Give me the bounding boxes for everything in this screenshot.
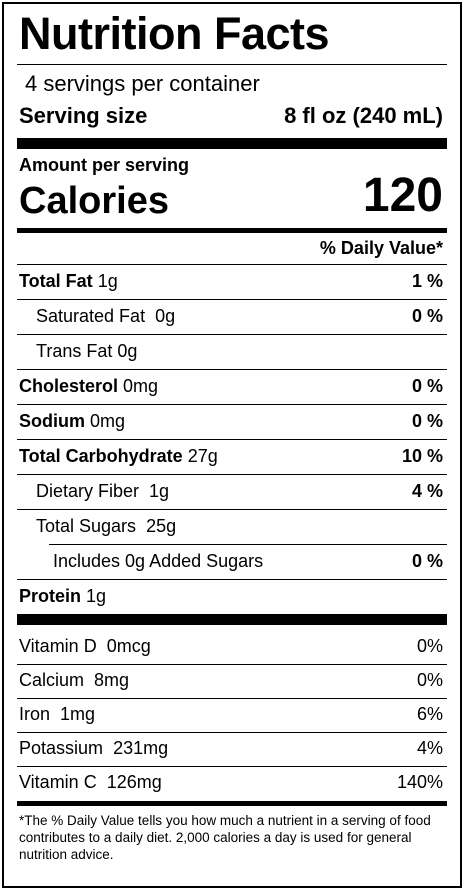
nutrient-name: Protein 1g — [19, 586, 107, 606]
vitamin-row-vitamin-c: Vitamin C 126mg 140% — [17, 766, 447, 800]
nutrient-row-added-sugars: Includes 0g Added Sugars 0 % — [17, 544, 447, 578]
vitamin-dv: 0% — [416, 670, 443, 690]
divider — [17, 404, 447, 405]
divider — [49, 544, 447, 545]
thick-divider — [17, 138, 447, 149]
nutrition-facts-label: Nutrition Facts 4 servings per container… — [2, 2, 462, 888]
amount-per-serving: Amount per serving — [19, 155, 190, 175]
nutrient-dv: 0 % — [411, 306, 443, 326]
calories-value: 120 — [362, 169, 443, 222]
nutrient-row-dietary-fiber: Dietary Fiber 1g 4 % — [17, 474, 447, 508]
servings-per-container: 4 servings per container — [25, 71, 260, 96]
vitamin-row-iron: Iron 1mg 6% — [17, 698, 447, 732]
nutrient-dv: 0 % — [411, 551, 443, 571]
serving-size-label: Serving size — [19, 103, 148, 128]
nutrient-dv: 0 % — [411, 411, 443, 431]
divider — [17, 439, 447, 440]
vitamin-dv: 0% — [416, 636, 443, 656]
divider — [17, 264, 447, 265]
divider — [17, 369, 447, 370]
nutrient-name: Cholesterol 0mg — [19, 376, 159, 396]
vitamin-name: Calcium 8mg — [19, 670, 130, 690]
thick-divider — [17, 614, 447, 625]
vitamin-row-potassium: Potassium 231mg 4% — [17, 732, 447, 766]
nutrient-row-protein: Protein 1g — [17, 579, 447, 613]
divider — [17, 64, 447, 65]
vitamin-name: Vitamin D 0mcg — [19, 636, 151, 656]
nutrient-name: Saturated Fat 0g — [36, 306, 176, 326]
divider — [17, 509, 447, 510]
nutrient-row-trans-fat: Trans Fat 0g — [17, 334, 447, 368]
vitamin-row-calcium: Calcium 8mg 0% — [17, 664, 447, 698]
vitamin-name: Iron 1mg — [19, 704, 96, 724]
divider — [17, 732, 447, 733]
label-content: Nutrition Facts 4 servings per container… — [17, 4, 447, 886]
nutrient-row-sodium: Sodium 0mg 0 % — [17, 404, 447, 438]
nutrient-row-saturated-fat: Saturated Fat 0g 0 % — [17, 299, 447, 333]
daily-value-footnote: *The % Daily Value tells you how much a … — [19, 813, 431, 862]
vitamin-dv: 6% — [416, 704, 443, 724]
divider — [17, 698, 447, 699]
nutrient-name: Total Fat 1g — [19, 271, 118, 291]
label-title: Nutrition Facts — [19, 8, 330, 59]
nutrient-name: Total Carbohydrate 27g — [19, 446, 218, 466]
vitamin-name: Vitamin C 126mg — [19, 772, 162, 792]
nutrient-name: Dietary Fiber 1g — [36, 481, 170, 501]
nutrient-name: Trans Fat 0g — [36, 341, 138, 361]
medium-divider — [17, 801, 447, 806]
divider — [17, 579, 447, 580]
nutrient-row-total-sugars: Total Sugars 25g — [17, 509, 447, 543]
calories-label: Calories — [19, 180, 169, 222]
nutrient-name: Total Sugars 25g — [36, 516, 177, 536]
medium-divider — [17, 228, 447, 233]
nutrient-dv: 4 % — [411, 481, 443, 501]
daily-value-header: % Daily Value* — [319, 238, 443, 258]
vitamin-dv: 4% — [416, 738, 443, 758]
divider — [17, 474, 447, 475]
nutrient-dv: 0 % — [411, 376, 443, 396]
divider — [17, 664, 447, 665]
nutrient-dv: 10 % — [401, 446, 443, 466]
calories-row: Calories 120 — [19, 169, 447, 224]
vitamin-row-vitamin-d: Vitamin D 0mcg 0% — [17, 630, 447, 664]
divider — [17, 299, 447, 300]
divider — [17, 334, 447, 335]
nutrient-row-cholesterol: Cholesterol 0mg 0 % — [17, 369, 447, 403]
divider — [17, 766, 447, 767]
nutrient-row-total-carbohydrate: Total Carbohydrate 27g 10 % — [17, 439, 447, 473]
nutrient-name: Includes 0g Added Sugars — [53, 551, 264, 571]
vitamin-dv: 140% — [396, 772, 443, 792]
serving-size-row: Serving size 8 fl oz (240 mL) — [19, 101, 447, 131]
nutrient-dv: 1 % — [411, 271, 443, 291]
nutrient-row-total-fat: Total Fat 1g 1 % — [17, 264, 447, 298]
nutrient-name: Sodium 0mg — [19, 411, 126, 431]
vitamin-name: Potassium 231mg — [19, 738, 169, 758]
serving-size-value: 8 fl oz (240 mL) — [284, 103, 443, 128]
